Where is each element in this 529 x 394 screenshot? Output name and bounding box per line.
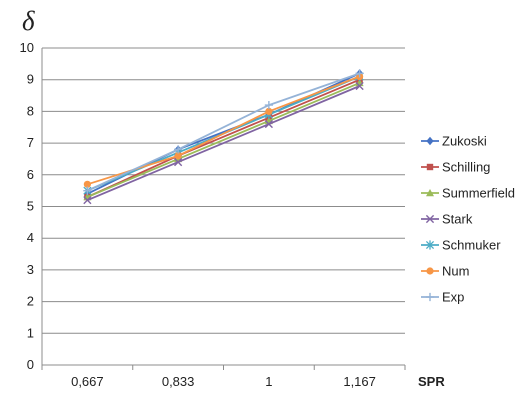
legend-label-stark: Stark xyxy=(442,212,473,227)
y-tick-label: 6 xyxy=(27,167,34,182)
data-point-exp xyxy=(355,69,364,78)
legend-label-zukoski: Zukoski xyxy=(442,134,487,149)
data-point-num xyxy=(174,152,182,160)
y-tick-label: 2 xyxy=(27,294,34,309)
y-tick-label: 3 xyxy=(27,262,34,277)
legend-label-summerfield: Summerfield xyxy=(442,186,515,201)
data-point-num xyxy=(265,107,273,115)
y-tick-label: 10 xyxy=(20,40,34,55)
series-lines xyxy=(83,69,364,205)
y-tick-labels: 0 1 2 3 4 5 6 7 8 9 10 xyxy=(20,40,34,372)
series-line-exp xyxy=(87,72,360,192)
series-line-schilling xyxy=(87,78,360,198)
series-exp xyxy=(83,69,364,195)
x-tick-label: 0,833 xyxy=(162,374,195,389)
legend: Zukoski Schilling Summerfield Stark Schmuker… xyxy=(421,134,515,305)
data-point-stark xyxy=(83,196,92,205)
data-point-stark xyxy=(174,158,183,167)
y-tick-label: 8 xyxy=(27,103,34,118)
y-tick-label: 5 xyxy=(27,199,34,214)
legend-marker-exp xyxy=(425,292,435,302)
legend-marker-schilling xyxy=(426,163,434,171)
axes xyxy=(41,48,406,370)
x-tick-label: 1,167 xyxy=(343,374,376,389)
legend-label-num: Num xyxy=(442,264,469,279)
x-tick-labels: 0,667 0,833 1 1,167 xyxy=(71,374,376,389)
legend-marker-schmuker xyxy=(425,240,435,250)
y-axis-title: δ xyxy=(22,6,35,36)
gridlines xyxy=(42,47,405,334)
data-point-num xyxy=(83,180,91,188)
data-point-stark xyxy=(355,81,364,91)
legend-item-zukoski: Zukoski xyxy=(421,134,487,149)
data-point-exp xyxy=(83,186,92,195)
series-summerfield xyxy=(83,78,364,201)
legend-label-exp: Exp xyxy=(442,290,464,305)
y-tick-label: 0 xyxy=(27,357,34,372)
legend-label-schilling: Schilling xyxy=(442,160,490,175)
x-tick-label: 0,667 xyxy=(71,374,104,389)
legend-item-exp: Exp xyxy=(421,290,464,305)
data-point-exp xyxy=(264,100,273,110)
series-line-stark xyxy=(87,85,360,202)
data-point-stark xyxy=(264,119,273,129)
legend-marker-stark xyxy=(425,214,435,224)
legend-marker-zukoski xyxy=(426,136,434,146)
y-tick-label: 7 xyxy=(27,135,34,150)
data-point-exp xyxy=(174,145,183,154)
y-tick-label: 9 xyxy=(27,72,34,87)
x-tick-label: 1 xyxy=(265,374,272,389)
legend-item-stark: Stark xyxy=(421,212,473,227)
y-tick-label: 1 xyxy=(27,325,34,340)
legend-item-num: Num xyxy=(421,264,469,279)
series-line-num xyxy=(87,75,360,186)
series-stark xyxy=(83,81,364,205)
legend-item-schmuker: Schmuker xyxy=(421,238,501,253)
legend-label-schmuker: Schmuker xyxy=(442,238,501,253)
series-line-summerfield xyxy=(87,82,360,198)
legend-item-schilling: Schilling xyxy=(421,160,490,175)
legend-item-summerfield: Summerfield xyxy=(421,186,515,201)
y-tick-label: 4 xyxy=(27,230,34,245)
x-axis-title: SPR xyxy=(418,374,445,389)
legend-marker-num xyxy=(426,267,434,275)
legend-marker-summerfield xyxy=(426,189,434,197)
